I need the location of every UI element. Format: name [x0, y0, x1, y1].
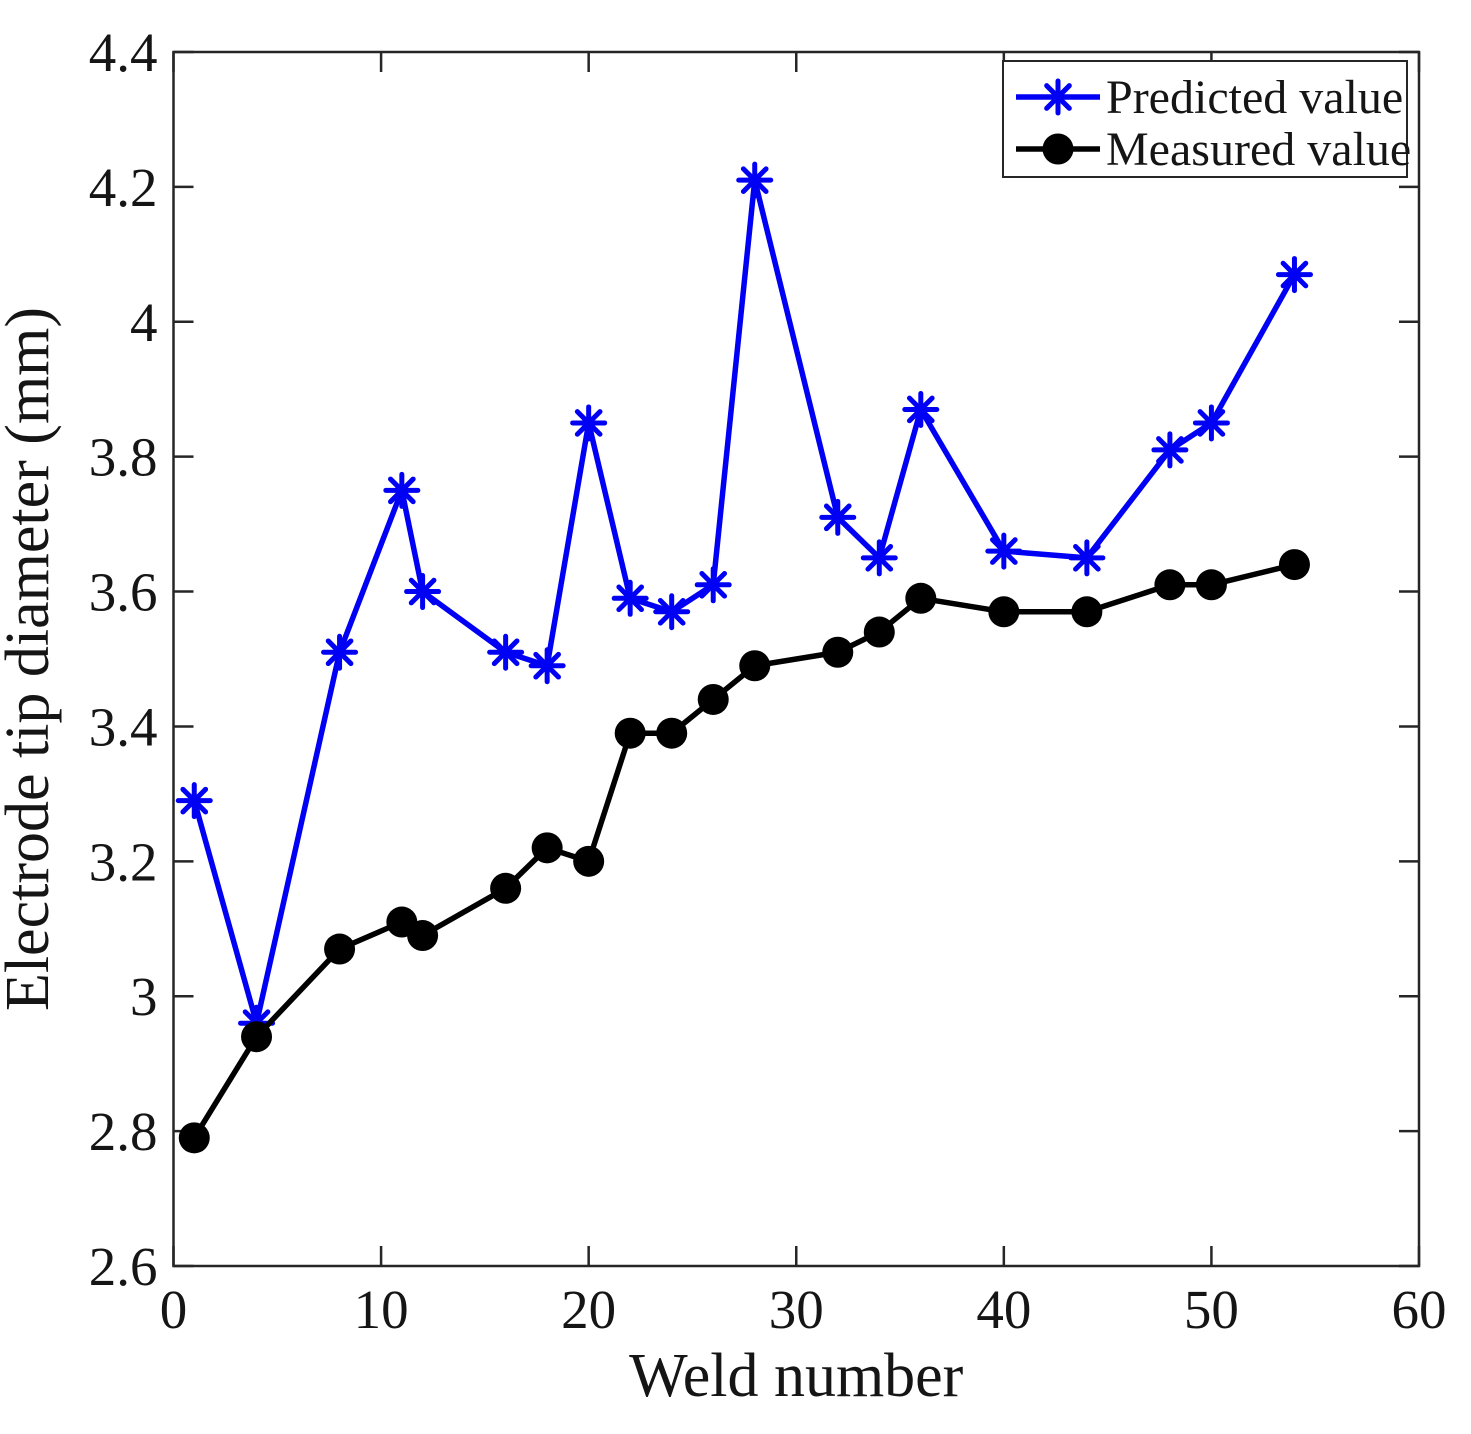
y-tick-label: 3.8 — [89, 427, 158, 488]
marker-asterisk — [404, 573, 442, 611]
y-tick-label: 3.4 — [89, 696, 158, 757]
x-tick-label: 10 — [354, 1279, 409, 1340]
marker-asterisk — [321, 633, 359, 671]
marker-asterisk — [1039, 78, 1077, 116]
y-tick-label: 3.6 — [89, 562, 158, 623]
marker-circle — [241, 1021, 273, 1053]
y-tick-label: 4.2 — [89, 157, 158, 218]
marker-circle — [739, 650, 771, 682]
marker-circle — [1195, 569, 1227, 601]
marker-asterisk — [570, 404, 608, 442]
legend-label-predicted: Predicted value — [1106, 71, 1403, 124]
marker-asterisk — [694, 566, 732, 604]
marker-circle — [1042, 133, 1074, 165]
data-series-layer — [175, 161, 1313, 1154]
y-axis-label: Electrode tip diameter (mm) — [0, 307, 62, 1011]
marker-asterisk — [1192, 404, 1230, 442]
y-tick-label: 2.6 — [89, 1236, 158, 1297]
marker-asterisk — [1068, 539, 1106, 577]
marker-circle — [697, 683, 729, 715]
x-axis-tick-labels: 0 10 20 30 40 50 60 — [160, 1279, 1447, 1340]
y-tick-label: 3 — [130, 966, 158, 1027]
marker-circle — [614, 717, 646, 749]
series-line — [191, 177, 1297, 1026]
series-predicted — [175, 161, 1313, 1042]
marker-circle — [324, 933, 356, 965]
legend: Predicted value Measured value — [1002, 60, 1411, 178]
marker-asterisk — [383, 471, 421, 509]
marker-circle — [490, 872, 522, 904]
legend-label-measured: Measured value — [1106, 123, 1411, 176]
x-tick-label: 0 — [160, 1279, 188, 1340]
asterisk-marker-icon — [1039, 78, 1077, 116]
x-tick-label: 60 — [1392, 1279, 1447, 1340]
marker-circle — [905, 582, 937, 614]
series-line — [191, 561, 1296, 1140]
marker-circle — [1154, 569, 1186, 601]
y-tick-label: 2.8 — [89, 1101, 158, 1162]
y-tick-label: 4.4 — [89, 22, 158, 83]
x-axis-label: Weld number — [629, 1342, 964, 1410]
y-axis-tick-labels: 2.6 2.8 3 3.2 3.4 3.6 3.8 4 4.2 4.4 — [89, 22, 158, 1297]
marker-circle — [656, 717, 688, 749]
marker-circle — [407, 920, 439, 952]
x-tick-label: 20 — [561, 1279, 616, 1340]
marker-circle — [1278, 549, 1310, 581]
x-tick-label: 40 — [976, 1279, 1031, 1340]
y-tick-label: 3.2 — [89, 831, 158, 892]
marker-asterisk — [487, 633, 525, 671]
marker-asterisk — [1275, 256, 1313, 294]
y-tick-label: 4 — [130, 292, 158, 353]
marker-circle — [531, 832, 563, 864]
circle-marker-icon — [1042, 133, 1074, 165]
marker-circle — [863, 616, 895, 648]
marker-asterisk — [736, 161, 774, 199]
marker-asterisk — [175, 782, 213, 820]
marker-asterisk — [528, 647, 566, 685]
series-measured — [178, 549, 1310, 1154]
marker-circle — [822, 636, 854, 668]
legend-entry-predicted: Predicted value — [1016, 71, 1403, 124]
marker-asterisk — [1151, 431, 1189, 469]
marker-circle — [573, 845, 605, 877]
marker-asterisk — [611, 579, 649, 617]
marker-asterisk — [902, 390, 940, 428]
marker-asterisk — [985, 532, 1023, 570]
legend-entry-measured: Measured value — [1016, 123, 1411, 176]
marker-circle — [178, 1122, 210, 1154]
x-tick-label: 50 — [1184, 1279, 1239, 1340]
marker-circle — [988, 596, 1020, 628]
marker-asterisk — [819, 498, 857, 536]
marker-asterisk — [653, 593, 691, 631]
marker-asterisk — [860, 539, 898, 577]
x-tick-label: 30 — [769, 1279, 824, 1340]
marker-circle — [1071, 596, 1103, 628]
